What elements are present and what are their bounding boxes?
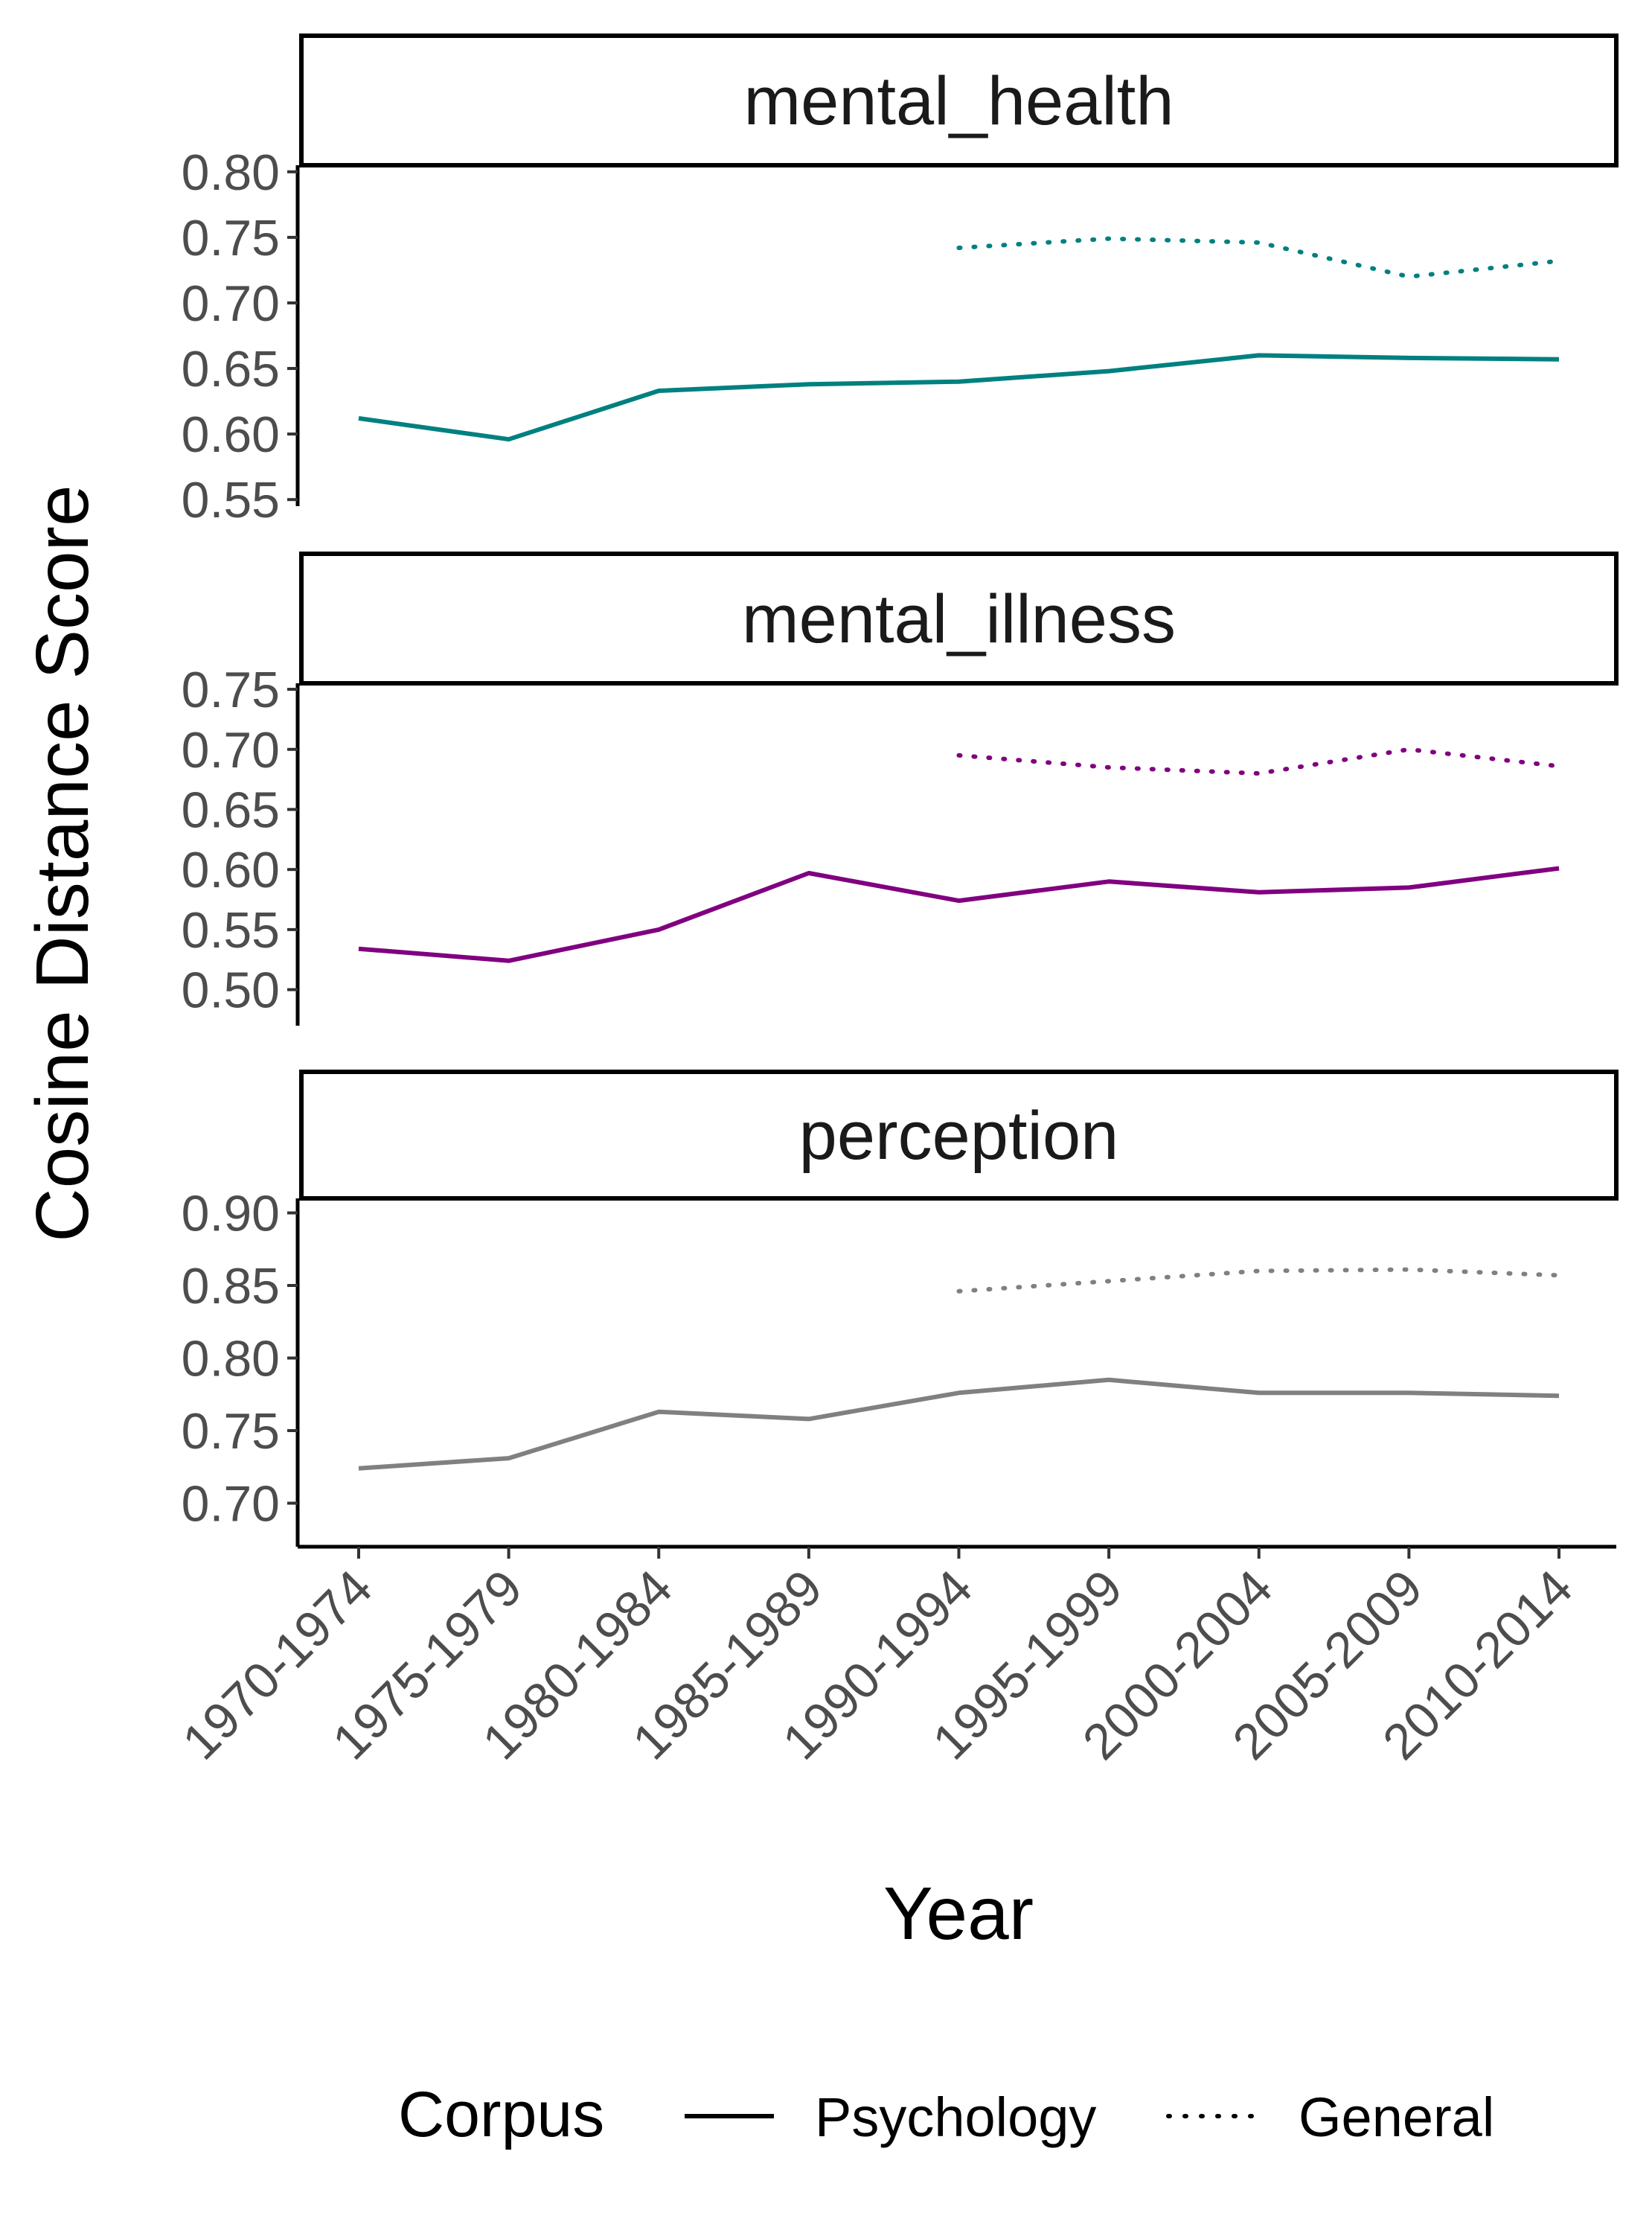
series-line-psychology bbox=[358, 866, 1560, 963]
legend-title: Corpus bbox=[398, 2079, 604, 2150]
panel-perception: perception 0.90 0.85 0.80 0.75 0.70 bbox=[182, 1070, 1619, 1547]
y-tick-label: 0.80 bbox=[182, 144, 280, 201]
series-line-psychology bbox=[358, 1377, 1560, 1471]
y-tick-label: 0.80 bbox=[182, 1331, 280, 1387]
y-tick-label: 0.75 bbox=[182, 662, 280, 718]
legend-label-psychology: Psychology bbox=[815, 2086, 1096, 2148]
y-tick-label: 0.70 bbox=[182, 275, 280, 332]
y-tick-label: 0.65 bbox=[182, 341, 280, 397]
series-line-general bbox=[956, 1267, 1561, 1294]
legend-label-general: General bbox=[1299, 2086, 1494, 2148]
y-tick-label: 0.55 bbox=[182, 902, 280, 959]
y-tick-label: 0.65 bbox=[182, 782, 280, 838]
facet-strip-label: mental_illness bbox=[742, 581, 1176, 657]
x-axis-title: Year bbox=[883, 1872, 1034, 1955]
series-line-psychology bbox=[358, 353, 1560, 442]
legend: Corpus Psychology General bbox=[398, 2079, 1494, 2150]
y-tick-label: 0.60 bbox=[182, 406, 280, 463]
x-axis: 1970-19741975-19791980-19841985-19891990… bbox=[172, 1544, 1616, 1771]
facet-strip-label: perception bbox=[799, 1098, 1119, 1174]
y-tick-label: 0.85 bbox=[182, 1258, 280, 1314]
y-tick-label: 0.70 bbox=[182, 1476, 280, 1533]
series-line-general bbox=[956, 747, 1561, 776]
y-axis-title: Cosine Distance Score bbox=[21, 485, 104, 1242]
y-tick-label: 0.75 bbox=[182, 1403, 280, 1460]
y-tick-label: 0.60 bbox=[182, 842, 280, 898]
facet-strip bbox=[299, 33, 1619, 167]
facet-strip-label: mental_health bbox=[744, 63, 1174, 139]
y-tick-label: 0.55 bbox=[182, 472, 280, 528]
y-tick-label: 0.70 bbox=[182, 722, 280, 779]
facet-strip bbox=[299, 552, 1619, 686]
facet-strip bbox=[299, 1070, 1619, 1201]
y-tick-label: 0.90 bbox=[182, 1186, 280, 1242]
panel-mental-illness: mental_illness 0.750.700.650.600.550.50 bbox=[182, 552, 1619, 1026]
series-line-general bbox=[956, 236, 1561, 279]
panel-mental-health: mental_health 0.80 0.75 0.70 0.65 0.60 0.55 bbox=[182, 33, 1619, 528]
y-tick-label: 0.50 bbox=[182, 962, 280, 1019]
y-tick-label: 0.75 bbox=[182, 210, 280, 266]
